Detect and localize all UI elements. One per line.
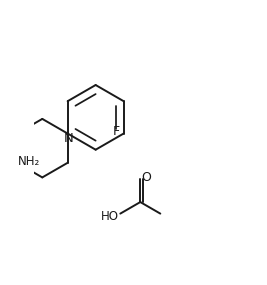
Text: NH₂: NH₂ <box>18 155 40 168</box>
Text: HO: HO <box>101 210 119 223</box>
Text: F: F <box>113 125 120 139</box>
Text: O: O <box>141 171 151 184</box>
Text: N: N <box>64 133 73 145</box>
